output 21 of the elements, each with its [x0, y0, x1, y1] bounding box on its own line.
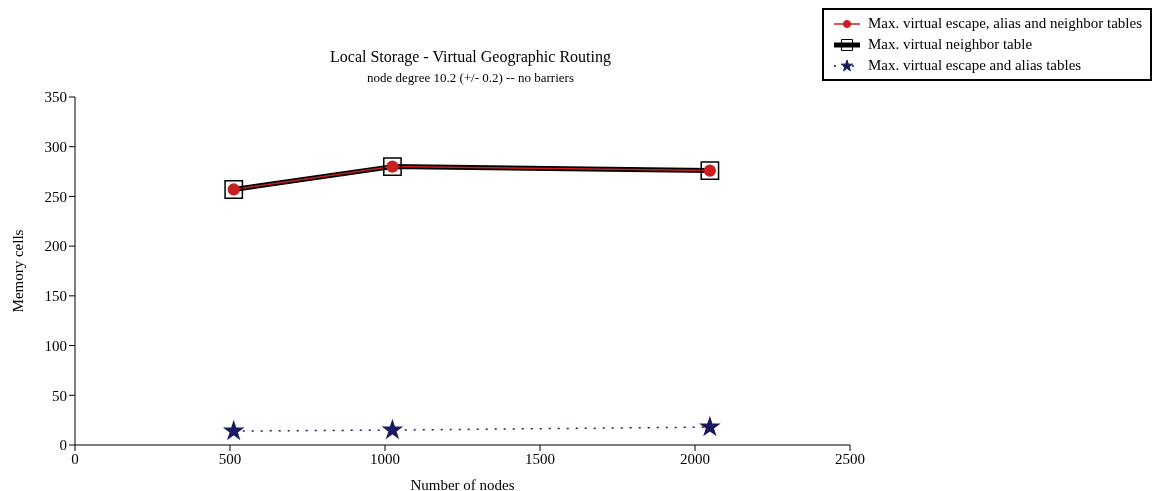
- y-tick-label: 350: [44, 89, 67, 106]
- y-tick-label: 150: [44, 288, 67, 305]
- y-tick-label: 300: [44, 139, 67, 156]
- chart-subtitle: node degree 10.2 (+/- 0.2) -- no barriers: [366, 70, 575, 86]
- y-tick-label: 0: [59, 437, 67, 454]
- legend-label: Max. virtual escape, alias and neighbor tables: [867, 14, 1142, 33]
- x-tick-label: 2000: [680, 450, 710, 467]
- legend-label: Max. virtual neighbor table: [867, 35, 1033, 54]
- y-tick-label: 200: [44, 238, 67, 255]
- legend-label: Max. virtual escape and alias tables: [867, 56, 1082, 75]
- x-tick-label: 2500: [835, 450, 865, 467]
- x-tick-label: 500: [218, 450, 242, 467]
- x-tick-label: 0: [71, 450, 79, 467]
- chart-title: Local Storage - Virtual Geographic Routing: [329, 48, 612, 66]
- x-axis-title: Number of nodes: [410, 477, 515, 491]
- x-tick-label: 1000: [370, 450, 400, 467]
- y-axis-title: Memory cells: [10, 229, 27, 313]
- y-tick-label: 250: [44, 188, 67, 205]
- x-tick-label: 1500: [525, 450, 555, 467]
- y-tick-label: 50: [52, 387, 67, 404]
- y-tick-label: 100: [44, 337, 67, 354]
